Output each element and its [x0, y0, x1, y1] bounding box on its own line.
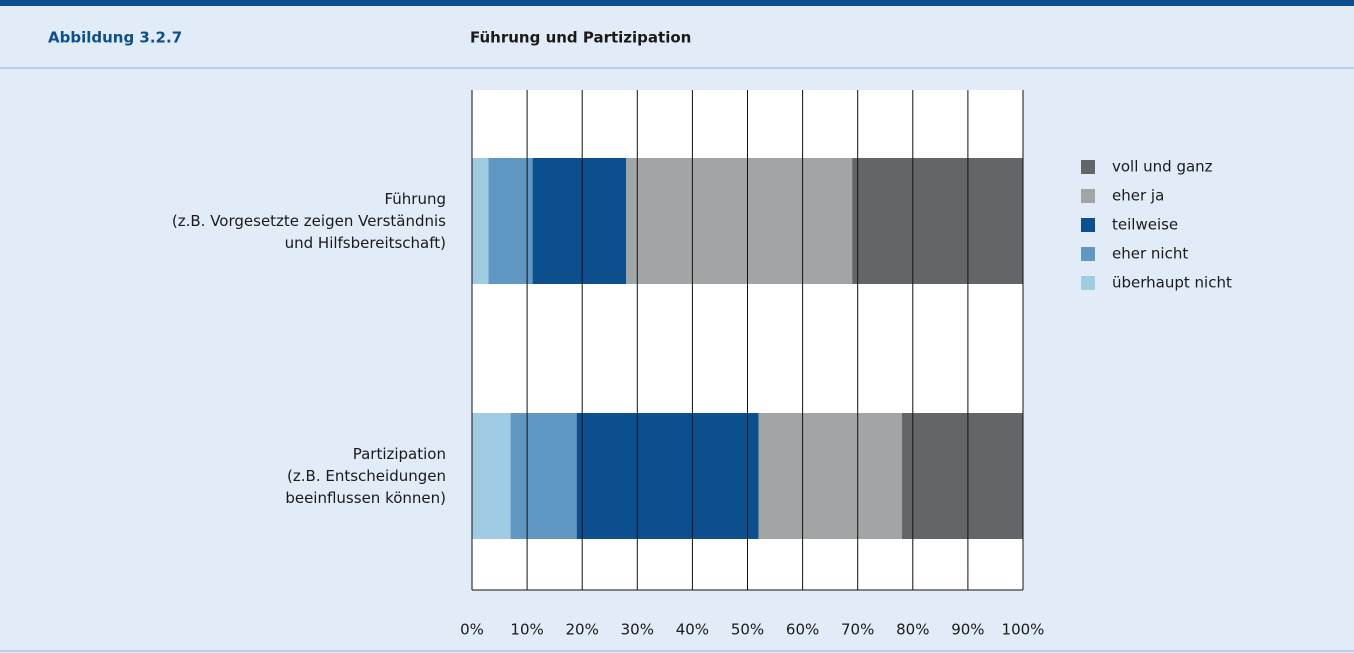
x-tick-label: 80%: [896, 621, 929, 639]
x-tick-label: 50%: [731, 621, 764, 639]
bar-segment: [576, 413, 759, 539]
x-tick-label: 0%: [460, 621, 484, 639]
y-tick-label: Partizipation (z.B. Entscheidungen beeinfl…: [285, 445, 446, 507]
legend-label: eher nicht: [1112, 245, 1188, 263]
x-tick-label: 60%: [786, 621, 819, 639]
legend-label: eher ja: [1112, 187, 1164, 205]
bar-segment: [472, 413, 511, 539]
bar-segment: [758, 413, 902, 539]
figure-title: Führung und Partizipation: [470, 29, 691, 47]
top-border: [0, 0, 1354, 6]
bar-segment: [626, 158, 853, 284]
legend-label: teilweise: [1112, 216, 1178, 234]
legend-swatch: [1081, 189, 1095, 203]
x-tick-label: 90%: [951, 621, 984, 639]
x-tick-label: 10%: [510, 621, 543, 639]
bar-segment: [532, 158, 627, 284]
legend-label: voll und ganz: [1112, 158, 1213, 176]
y-tick-label: Führung (z.B. Vorgesetzte zeigen Verständ…: [172, 190, 446, 252]
x-tick-label: 30%: [621, 621, 654, 639]
x-tick-label: 70%: [841, 621, 874, 639]
bar-segment: [472, 158, 489, 284]
bar-segment: [510, 413, 577, 539]
legend-swatch: [1081, 276, 1095, 290]
legend-swatch: [1081, 247, 1095, 261]
bar-segment: [901, 413, 1023, 539]
bar-segment: [852, 158, 1023, 284]
legend-label: überhaupt nicht: [1112, 274, 1232, 292]
figure-label: Abbildung 3.2.7: [48, 29, 182, 47]
x-tick-label: 20%: [566, 621, 599, 639]
x-tick-label: 40%: [676, 621, 709, 639]
bar-segment: [488, 158, 533, 284]
x-tick-label: 100%: [1002, 621, 1045, 639]
legend-swatch: [1081, 218, 1095, 232]
legend-swatch: [1081, 160, 1095, 174]
